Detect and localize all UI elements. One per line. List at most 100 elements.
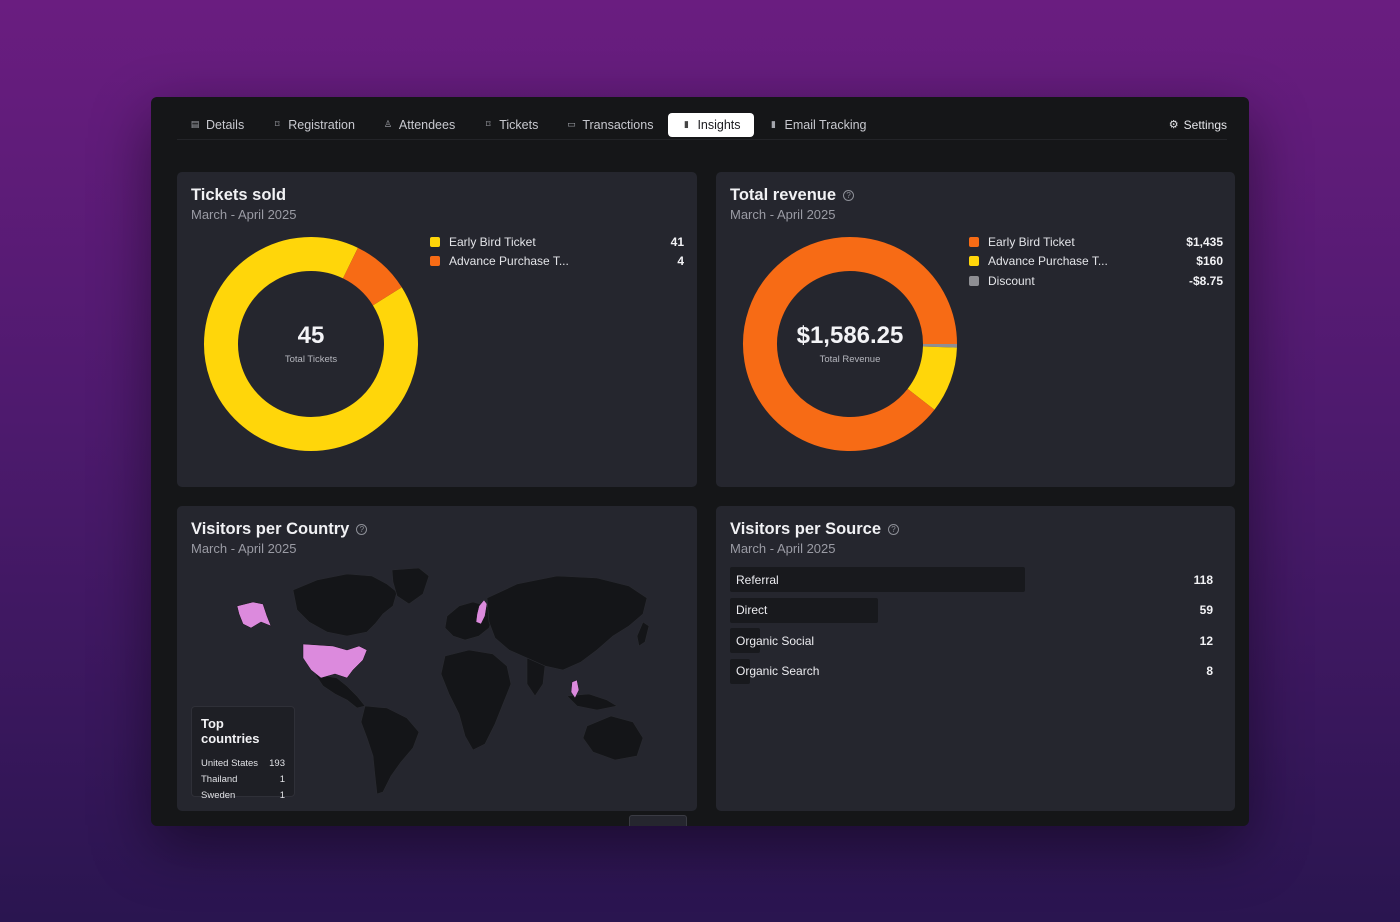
- tab-attendees[interactable]: ♙ Attendees: [370, 113, 468, 137]
- card-subtitle: March - April 2025: [730, 207, 836, 222]
- donut-slice[interactable]: [907, 345, 957, 410]
- source-label: Referral: [736, 572, 779, 587]
- card-subtitle: March - April 2025: [730, 541, 836, 556]
- tab-label: Transactions: [582, 117, 654, 132]
- country-count: 193: [269, 757, 285, 769]
- africa-shape: [440, 649, 512, 751]
- legend-swatch: [969, 275, 979, 286]
- tab-insights[interactable]: ▮ Insights: [668, 112, 754, 137]
- card-title: Visitors per Source ?: [730, 520, 900, 539]
- visitors-source-title: Visitors per Source: [730, 520, 882, 538]
- source-row[interactable]: Organic Search 8: [730, 658, 1217, 684]
- donut-slice[interactable]: [204, 237, 418, 451]
- tab-email-tracking[interactable]: ▮ Email Tracking: [756, 113, 880, 137]
- info-icon[interactable]: ?: [888, 524, 900, 535]
- gear-icon: ⚙: [1168, 119, 1179, 131]
- world-map[interactable]: [197, 566, 667, 801]
- tab-label: Details: [206, 117, 245, 132]
- tab-registration[interactable]: ⌑ Registration: [259, 113, 368, 137]
- legend-label: Advance Purchase T...: [449, 254, 569, 269]
- bar-chart-icon: ▮: [683, 119, 689, 129]
- card-title: Tickets sold: [191, 186, 286, 205]
- legend-label: Discount: [988, 273, 1035, 288]
- donut-slice[interactable]: [342, 247, 402, 306]
- legend-swatch: [969, 256, 979, 267]
- visitors-country-card: Visitors per Country ? March - April 202…: [177, 506, 697, 811]
- donut-center: $1,586.25 Total Revenue: [742, 236, 958, 452]
- card-title: Total revenue ?: [730, 186, 855, 205]
- source-bar-list: Referral 118 Direct 59 Organic Social 12…: [730, 567, 1217, 689]
- legend: Early Bird Ticket 41 Advance Purchase T.…: [430, 232, 684, 271]
- tab-tickets[interactable]: ⌑ Tickets: [470, 113, 551, 137]
- legend-label: Advance Purchase T...: [988, 254, 1108, 269]
- total-revenue-title: Total revenue: [730, 186, 837, 204]
- tickets-donut-chart: [204, 237, 418, 451]
- top-countries-panel: Top countries United States 193 Thailand…: [191, 706, 295, 801]
- visitors-country-title: Visitors per Country: [191, 520, 350, 538]
- source-row[interactable]: Referral 118: [730, 567, 1217, 592]
- donut-slice[interactable]: [743, 237, 957, 451]
- settings-label: Settings: [1183, 117, 1227, 132]
- legend-value: -$8.75: [1188, 273, 1223, 288]
- bottom-floating-tab[interactable]: [629, 815, 687, 826]
- tab-label: Registration: [288, 117, 355, 132]
- visitors-source-card: Visitors per Source ? March - April 2025…: [716, 506, 1235, 811]
- source-bar: [730, 567, 1025, 592]
- asia-shape: [486, 575, 648, 671]
- info-icon[interactable]: ?: [843, 190, 855, 201]
- top-country-row: Sweden 1: [201, 787, 285, 803]
- total-revenue-label: Total Revenue: [819, 353, 881, 365]
- canada-shape: [292, 573, 398, 637]
- card-subtitle: March - April 2025: [191, 541, 297, 556]
- legend-value: $160: [1196, 254, 1223, 269]
- source-label: Organic Social: [736, 633, 815, 648]
- south-america-shape: [360, 705, 420, 795]
- user-icon: ♙: [383, 119, 392, 129]
- alaska-shape: [236, 601, 272, 629]
- japan-shape: [636, 621, 650, 647]
- tab-label: Insights: [697, 117, 741, 132]
- ticket-icon: ⌑: [485, 119, 491, 129]
- legend-value: 4: [677, 254, 684, 269]
- tickets-sold-card: Tickets sold March - April 2025 45 Total…: [177, 172, 697, 487]
- legend-value: 41: [670, 234, 684, 249]
- document-icon: ▤: [190, 119, 200, 129]
- source-value: 12: [1199, 633, 1213, 648]
- bar-chart-icon: ▮: [771, 119, 776, 129]
- country-count: 1: [279, 789, 285, 801]
- source-row[interactable]: Organic Social 12: [730, 628, 1217, 653]
- highlighted-countries: [236, 599, 580, 699]
- tab-details[interactable]: ▤ Details: [177, 113, 257, 137]
- settings-button[interactable]: ⚙ Settings: [1169, 118, 1227, 132]
- info-icon[interactable]: ?: [356, 524, 368, 535]
- source-value: 59: [1199, 603, 1213, 617]
- greenland-shape: [391, 567, 430, 605]
- tab-label: Tickets: [499, 117, 539, 132]
- bookmark-icon: ⌑: [274, 119, 280, 129]
- land-masses: [292, 567, 650, 795]
- top-country-row: United States 193: [201, 755, 285, 771]
- united-states-shape: [302, 643, 368, 679]
- card-subtitle: March - April 2025: [191, 207, 297, 222]
- legend-item: Discount -$8.75: [969, 271, 1223, 291]
- legend-item: Early Bird Ticket 41: [430, 232, 684, 252]
- tab-bar: ▤ Details ⌑ Registration ♙ Attendees ⌑ T…: [177, 110, 1227, 140]
- legend: Early Bird Ticket $1,435 Advance Purchas…: [969, 232, 1223, 291]
- donut-center: 45 Total Tickets: [203, 236, 419, 452]
- thailand-shape: [570, 679, 580, 699]
- tab-label: Email Tracking: [784, 117, 867, 132]
- tab-transactions[interactable]: ▭ Transactions: [553, 113, 666, 137]
- total-revenue-value: $1,586.25: [796, 321, 904, 349]
- legend-swatch: [969, 236, 979, 247]
- source-bar: [730, 597, 878, 623]
- mexico-shape: [314, 673, 366, 709]
- sweden-shape: [475, 599, 488, 625]
- tickets-sold-title: Tickets sold: [191, 186, 287, 204]
- card-title: Visitors per Country ?: [191, 520, 368, 539]
- india-shape: [526, 657, 546, 697]
- source-value: 118: [1193, 572, 1213, 587]
- legend-item: Advance Purchase T... 4: [430, 252, 684, 272]
- legend-swatch: [430, 236, 440, 247]
- country-name: Thailand: [201, 773, 238, 785]
- source-row[interactable]: Direct 59: [730, 597, 1217, 623]
